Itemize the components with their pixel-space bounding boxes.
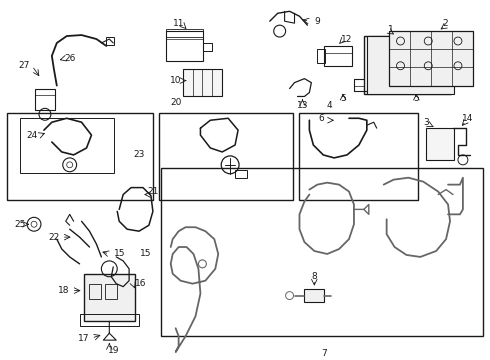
Text: 20: 20 [170,98,181,107]
Bar [106,37,114,45]
Text: 23: 23 [133,150,145,159]
Text: 24: 24 [26,131,38,140]
Text: 12: 12 [342,35,353,44]
Text: 21: 21 [147,187,159,196]
Text: 27: 27 [19,61,30,70]
Text: 2: 2 [442,19,448,28]
Text: 18: 18 [58,286,70,295]
Bar [20,118,114,173]
Bar [159,113,293,201]
Text: 16: 16 [135,279,147,288]
Bar [105,284,117,298]
Text: 4: 4 [326,101,332,110]
Bar [389,31,473,86]
Bar [166,29,203,37]
Bar [84,274,135,321]
Text: 13: 13 [297,101,308,110]
Bar [7,113,153,201]
Text: 5: 5 [340,94,346,103]
Text: 15: 15 [114,249,125,258]
Bar [90,284,101,298]
Text: 17: 17 [78,334,89,343]
Text: 15: 15 [140,249,152,258]
Bar [354,36,443,94]
Bar [161,168,483,336]
Text: 25: 25 [15,220,26,229]
Text: 11: 11 [173,19,184,28]
Bar [367,36,454,94]
Bar [79,314,139,326]
Bar [426,128,454,160]
Text: 9: 9 [315,17,320,26]
Bar [451,51,459,69]
Bar [304,289,324,302]
Bar [364,36,451,94]
Bar [324,46,352,66]
Bar [451,56,456,64]
Bar [235,170,247,178]
Text: 3: 3 [423,118,429,127]
Bar [35,89,55,111]
Text: 8: 8 [312,272,317,281]
Text: 26: 26 [64,54,75,63]
Text: 7: 7 [321,348,327,357]
Text: 10: 10 [170,76,181,85]
Bar [166,31,203,61]
Text: 1: 1 [388,24,393,33]
Text: 6: 6 [318,114,324,123]
Bar [318,49,325,63]
Bar [299,113,418,201]
Text: 22: 22 [48,233,59,242]
Text: 19: 19 [107,346,119,355]
Text: 5: 5 [414,94,419,103]
Text: 14: 14 [462,114,473,123]
Bar [183,69,222,96]
